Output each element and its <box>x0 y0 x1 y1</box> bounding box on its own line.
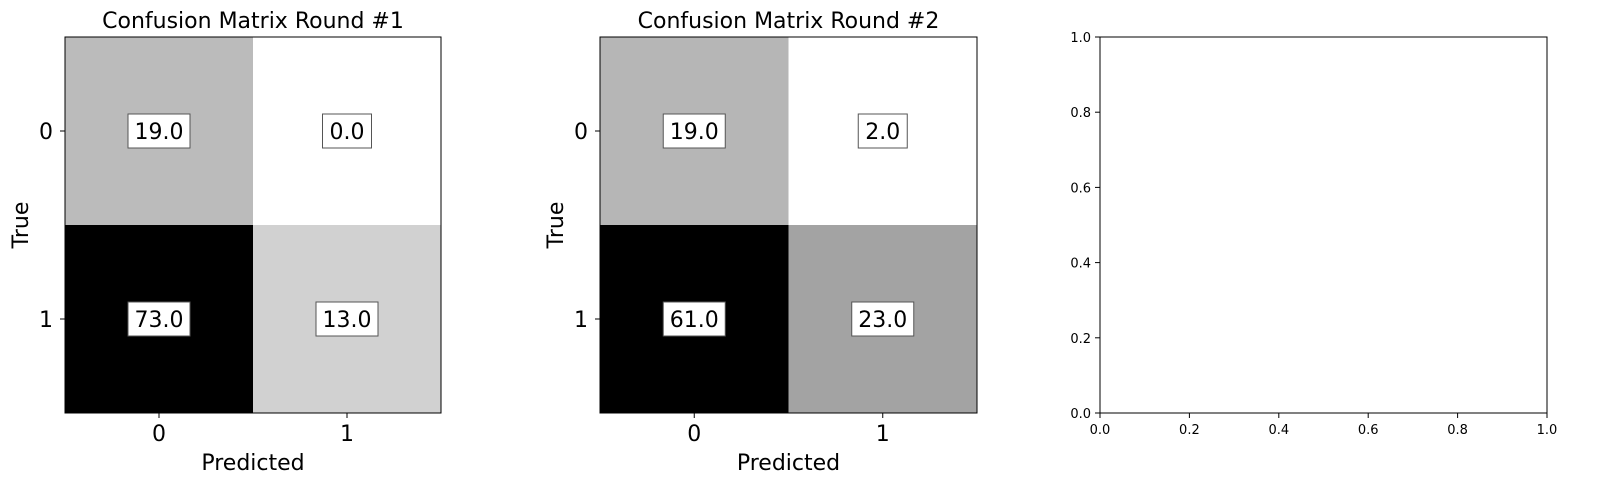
y-tick-label: 1 <box>39 308 53 333</box>
cell-value-label: 13.0 <box>323 308 372 333</box>
confusion-matrix-2: 19.0 2.0 61.0 23.0 0 1 0 1 Confusion Matrix Roun… <box>544 9 978 476</box>
plot-frame <box>599 36 978 414</box>
x-tick-label: 0 <box>687 422 701 447</box>
cell-value-label: 73.0 <box>135 308 184 333</box>
cell-value-label: 19.0 <box>135 120 184 145</box>
plot-frame <box>1099 36 1548 414</box>
y-tick-label: 0.2 <box>1070 332 1091 347</box>
cell-value-label: 61.0 <box>670 308 719 333</box>
cell-label-box <box>851 301 915 337</box>
cell-label-box <box>857 113 908 149</box>
cell-label-box <box>662 301 726 337</box>
plot-frame <box>64 36 442 414</box>
cell-label-box <box>662 113 726 149</box>
x-tick-label: 0.4 <box>1268 423 1289 438</box>
x-tick-label: 0 <box>152 422 166 447</box>
y-tick-label: 0 <box>574 120 588 145</box>
cell-value-label: 2.0 <box>865 120 900 145</box>
y-tick-label: 0 <box>39 120 53 145</box>
cell-value-label: 19.0 <box>670 120 719 145</box>
x-axis-label: Predicted <box>737 451 840 476</box>
cell-value-label: 23.0 <box>858 308 907 333</box>
cell-label-box <box>322 113 372 149</box>
y-tick-label: 1 <box>574 308 588 333</box>
x-axis-label: Predicted <box>201 451 304 476</box>
chart-title: Confusion Matrix Round #2 <box>638 9 940 34</box>
empty-axes: 0.0 0.2 0.4 0.6 0.8 1.0 0.0 0.2 0.4 0.6 0.8 1.0 <box>1070 31 1557 438</box>
x-tick-label: 0.2 <box>1179 423 1200 438</box>
cell-label-box <box>127 301 191 337</box>
chart-title: Confusion Matrix Round #1 <box>102 9 404 34</box>
cell-label-box <box>315 301 379 337</box>
x-tick-label: 1 <box>340 422 354 447</box>
y-axis-label: True <box>544 202 569 250</box>
x-tick-label: 0.8 <box>1447 423 1468 438</box>
y-tick-label: 0.8 <box>1070 106 1091 121</box>
y-tick-label: 0.6 <box>1070 181 1091 196</box>
x-tick-label: 0.6 <box>1358 423 1379 438</box>
confusion-matrix-1: 19.0 0.0 73.0 13.0 0 1 0 1 Confusion Matrix Roun… <box>9 9 442 476</box>
x-tick-label: 1 <box>876 422 890 447</box>
y-axis-label: True <box>9 202 34 250</box>
x-tick-label: 0.0 <box>1090 423 1111 438</box>
y-tick-label: 1.0 <box>1070 31 1091 46</box>
x-tick-label: 1.0 <box>1537 423 1558 438</box>
y-tick-label: 0.0 <box>1070 407 1091 422</box>
cell-value-label: 0.0 <box>330 120 365 145</box>
y-tick-label: 0.4 <box>1070 257 1091 272</box>
cell-label-box <box>127 113 191 149</box>
